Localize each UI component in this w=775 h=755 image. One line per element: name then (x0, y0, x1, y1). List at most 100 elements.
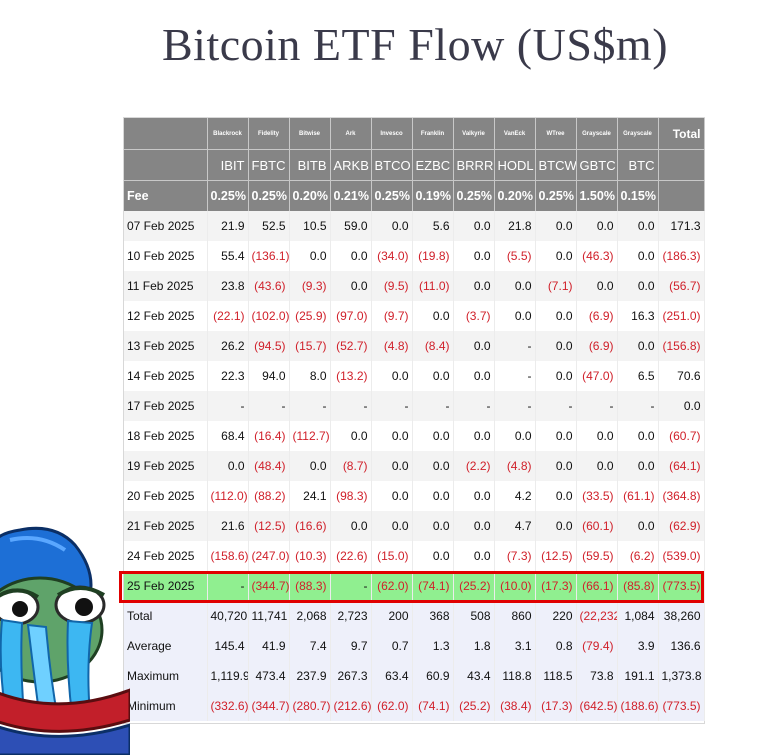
summary-value-cell: 118.8 (494, 661, 536, 691)
flow-value-cell: (25.2) (453, 571, 495, 601)
flow-value-cell: 0.0 (412, 301, 454, 331)
table-row: 14 Feb 2025 22.3 94.0 8.0 (13.2) 0.0 0.0 0.0-0.… (124, 361, 705, 391)
flow-value-cell: - (330, 391, 372, 421)
summary-value-cell: 860 (494, 601, 536, 631)
flow-value-cell: (33.5) (576, 481, 618, 511)
flow-value-cell: (3.7) (453, 301, 495, 331)
table-row: 17 Feb 2025- - - - - - - - - - -0.0 (124, 391, 705, 421)
summary-value-cell: 0.8 (535, 631, 577, 661)
fee-total-blank-cell (658, 180, 705, 211)
row-total-cell: (539.0) (658, 541, 705, 571)
date-cell: 25 Feb 2025 (124, 571, 208, 601)
summary-value-cell: 41.9 (248, 631, 290, 661)
summary-value-cell: 1.3 (412, 631, 454, 661)
flow-value-cell: (85.8) (617, 571, 659, 601)
date-cell: 19 Feb 2025 (124, 451, 208, 481)
flow-value-cell: 0.0 (453, 241, 495, 271)
flow-value-cell: (4.8) (494, 451, 536, 481)
ticker-cell: BTC (617, 149, 659, 181)
fee-cell: 0.25% (207, 180, 249, 211)
flow-value-cell: (19.8) (412, 241, 454, 271)
flow-value-cell: 22.3 (207, 361, 249, 391)
flow-value-cell: (6.9) (576, 331, 618, 361)
flow-value-cell: (12.5) (535, 541, 577, 571)
flow-value-cell: - (412, 391, 454, 421)
flow-value-cell: - (576, 391, 618, 421)
summary-row: Maximum 1,119.9 473.4 237.9 267.3 63.4 60.9 43.… (124, 661, 705, 691)
date-cell: 10 Feb 2025 (124, 241, 208, 271)
ticker-cell: BTCW (535, 149, 577, 181)
row-total-cell: (60.7) (658, 421, 705, 451)
summary-value-cell: 63.4 (371, 661, 413, 691)
flow-value-cell: (46.3) (576, 241, 618, 271)
summary-value-cell: 1,084 (617, 601, 659, 631)
etf-flow-table: Blackrock Fidelity Bitwise Ark Invesco Frankl… (124, 118, 705, 721)
flow-value-cell: 0.0 (371, 481, 413, 511)
summary-value-cell: 368 (412, 601, 454, 631)
summary-value-cell: (212.6) (330, 691, 372, 721)
flow-value-cell: (10.0) (494, 571, 536, 601)
table-row: 20 Feb 2025 (112.0) (88.2) 24.1 (98.3) 0.0 0.0… (124, 481, 705, 511)
flow-value-cell: (12.5) (248, 511, 290, 541)
flow-value-cell: (59.5) (576, 541, 618, 571)
flow-value-cell: (16.4) (248, 421, 290, 451)
issuer-name-cell: Ark (330, 118, 372, 150)
fee-cell: 0.25% (453, 180, 495, 211)
flow-value-cell: (22.6) (330, 541, 372, 571)
flow-value-cell: (6.9) (576, 301, 618, 331)
row-total-cell: (62.9) (658, 511, 705, 541)
flow-value-cell: (9.7) (371, 301, 413, 331)
flow-value-cell: (158.6) (207, 541, 249, 571)
summary-value-cell: 136.6 (658, 631, 705, 661)
fee-cell: 0.15% (617, 180, 659, 211)
flow-value-cell: (9.5) (371, 271, 413, 301)
row-total-cell: (364.8) (658, 481, 705, 511)
summary-value-cell: 40,720 (207, 601, 249, 631)
flow-value-cell: (61.1) (617, 481, 659, 511)
flow-value-cell: 0.0 (535, 331, 577, 361)
issuer-name-cell: Invesco (371, 118, 413, 150)
flow-value-cell: - (207, 571, 249, 601)
flow-value-cell: 0.0 (453, 421, 495, 451)
flow-value-cell: 4.2 (494, 481, 536, 511)
flow-value-cell: 0.0 (617, 241, 659, 271)
flow-value-cell: 0.0 (576, 271, 618, 301)
date-cell: 07 Feb 2025 (124, 211, 208, 241)
flow-value-cell: (136.1) (248, 241, 290, 271)
flow-value-cell: - (453, 391, 495, 421)
table-row: 18 Feb 2025 68.4 (16.4) (112.7) 0.0 0.0 0.0 0.0… (124, 421, 705, 451)
ticker-cell: BITB (289, 149, 331, 181)
fee-cell: 0.20% (494, 180, 536, 211)
flow-value-cell: 0.0 (535, 211, 577, 241)
flow-value-cell: (8.4) (412, 331, 454, 361)
flow-value-cell: (13.2) (330, 361, 372, 391)
flow-value-cell: (6.2) (617, 541, 659, 571)
ticker-cell: EZBC (412, 149, 454, 181)
date-cell: 14 Feb 2025 (124, 361, 208, 391)
flow-value-cell: 0.0 (412, 451, 454, 481)
issuer-name-cell: Valkyrie (453, 118, 495, 150)
flow-value-cell: - (371, 391, 413, 421)
summary-value-cell: (188.6) (617, 691, 659, 721)
row-total-cell: 70.6 (658, 361, 705, 391)
row-total-cell: 0.0 (658, 391, 705, 421)
flow-value-cell: (48.4) (248, 451, 290, 481)
flow-value-cell: 0.0 (535, 481, 577, 511)
summary-value-cell: 220 (535, 601, 577, 631)
flow-value-cell: 0.0 (617, 271, 659, 301)
total-header-cell: Total (658, 118, 705, 150)
summary-value-cell: 1,119.9 (207, 661, 249, 691)
row-total-cell: (773.5) (658, 571, 705, 601)
flow-value-cell: (47.0) (576, 361, 618, 391)
flow-value-cell: - (494, 391, 536, 421)
flow-value-cell: (4.8) (371, 331, 413, 361)
date-cell: 24 Feb 2025 (124, 541, 208, 571)
flow-value-cell: - (535, 391, 577, 421)
summary-value-cell: 2,723 (330, 601, 372, 631)
issuer-header-row: Blackrock Fidelity Bitwise Ark Invesco Frankl… (124, 118, 705, 150)
summary-value-cell: 60.9 (412, 661, 454, 691)
flow-value-cell: 0.0 (453, 211, 495, 241)
row-total-cell: (251.0) (658, 301, 705, 331)
flow-value-cell: 0.0 (617, 211, 659, 241)
summary-value-cell: 73.8 (576, 661, 618, 691)
